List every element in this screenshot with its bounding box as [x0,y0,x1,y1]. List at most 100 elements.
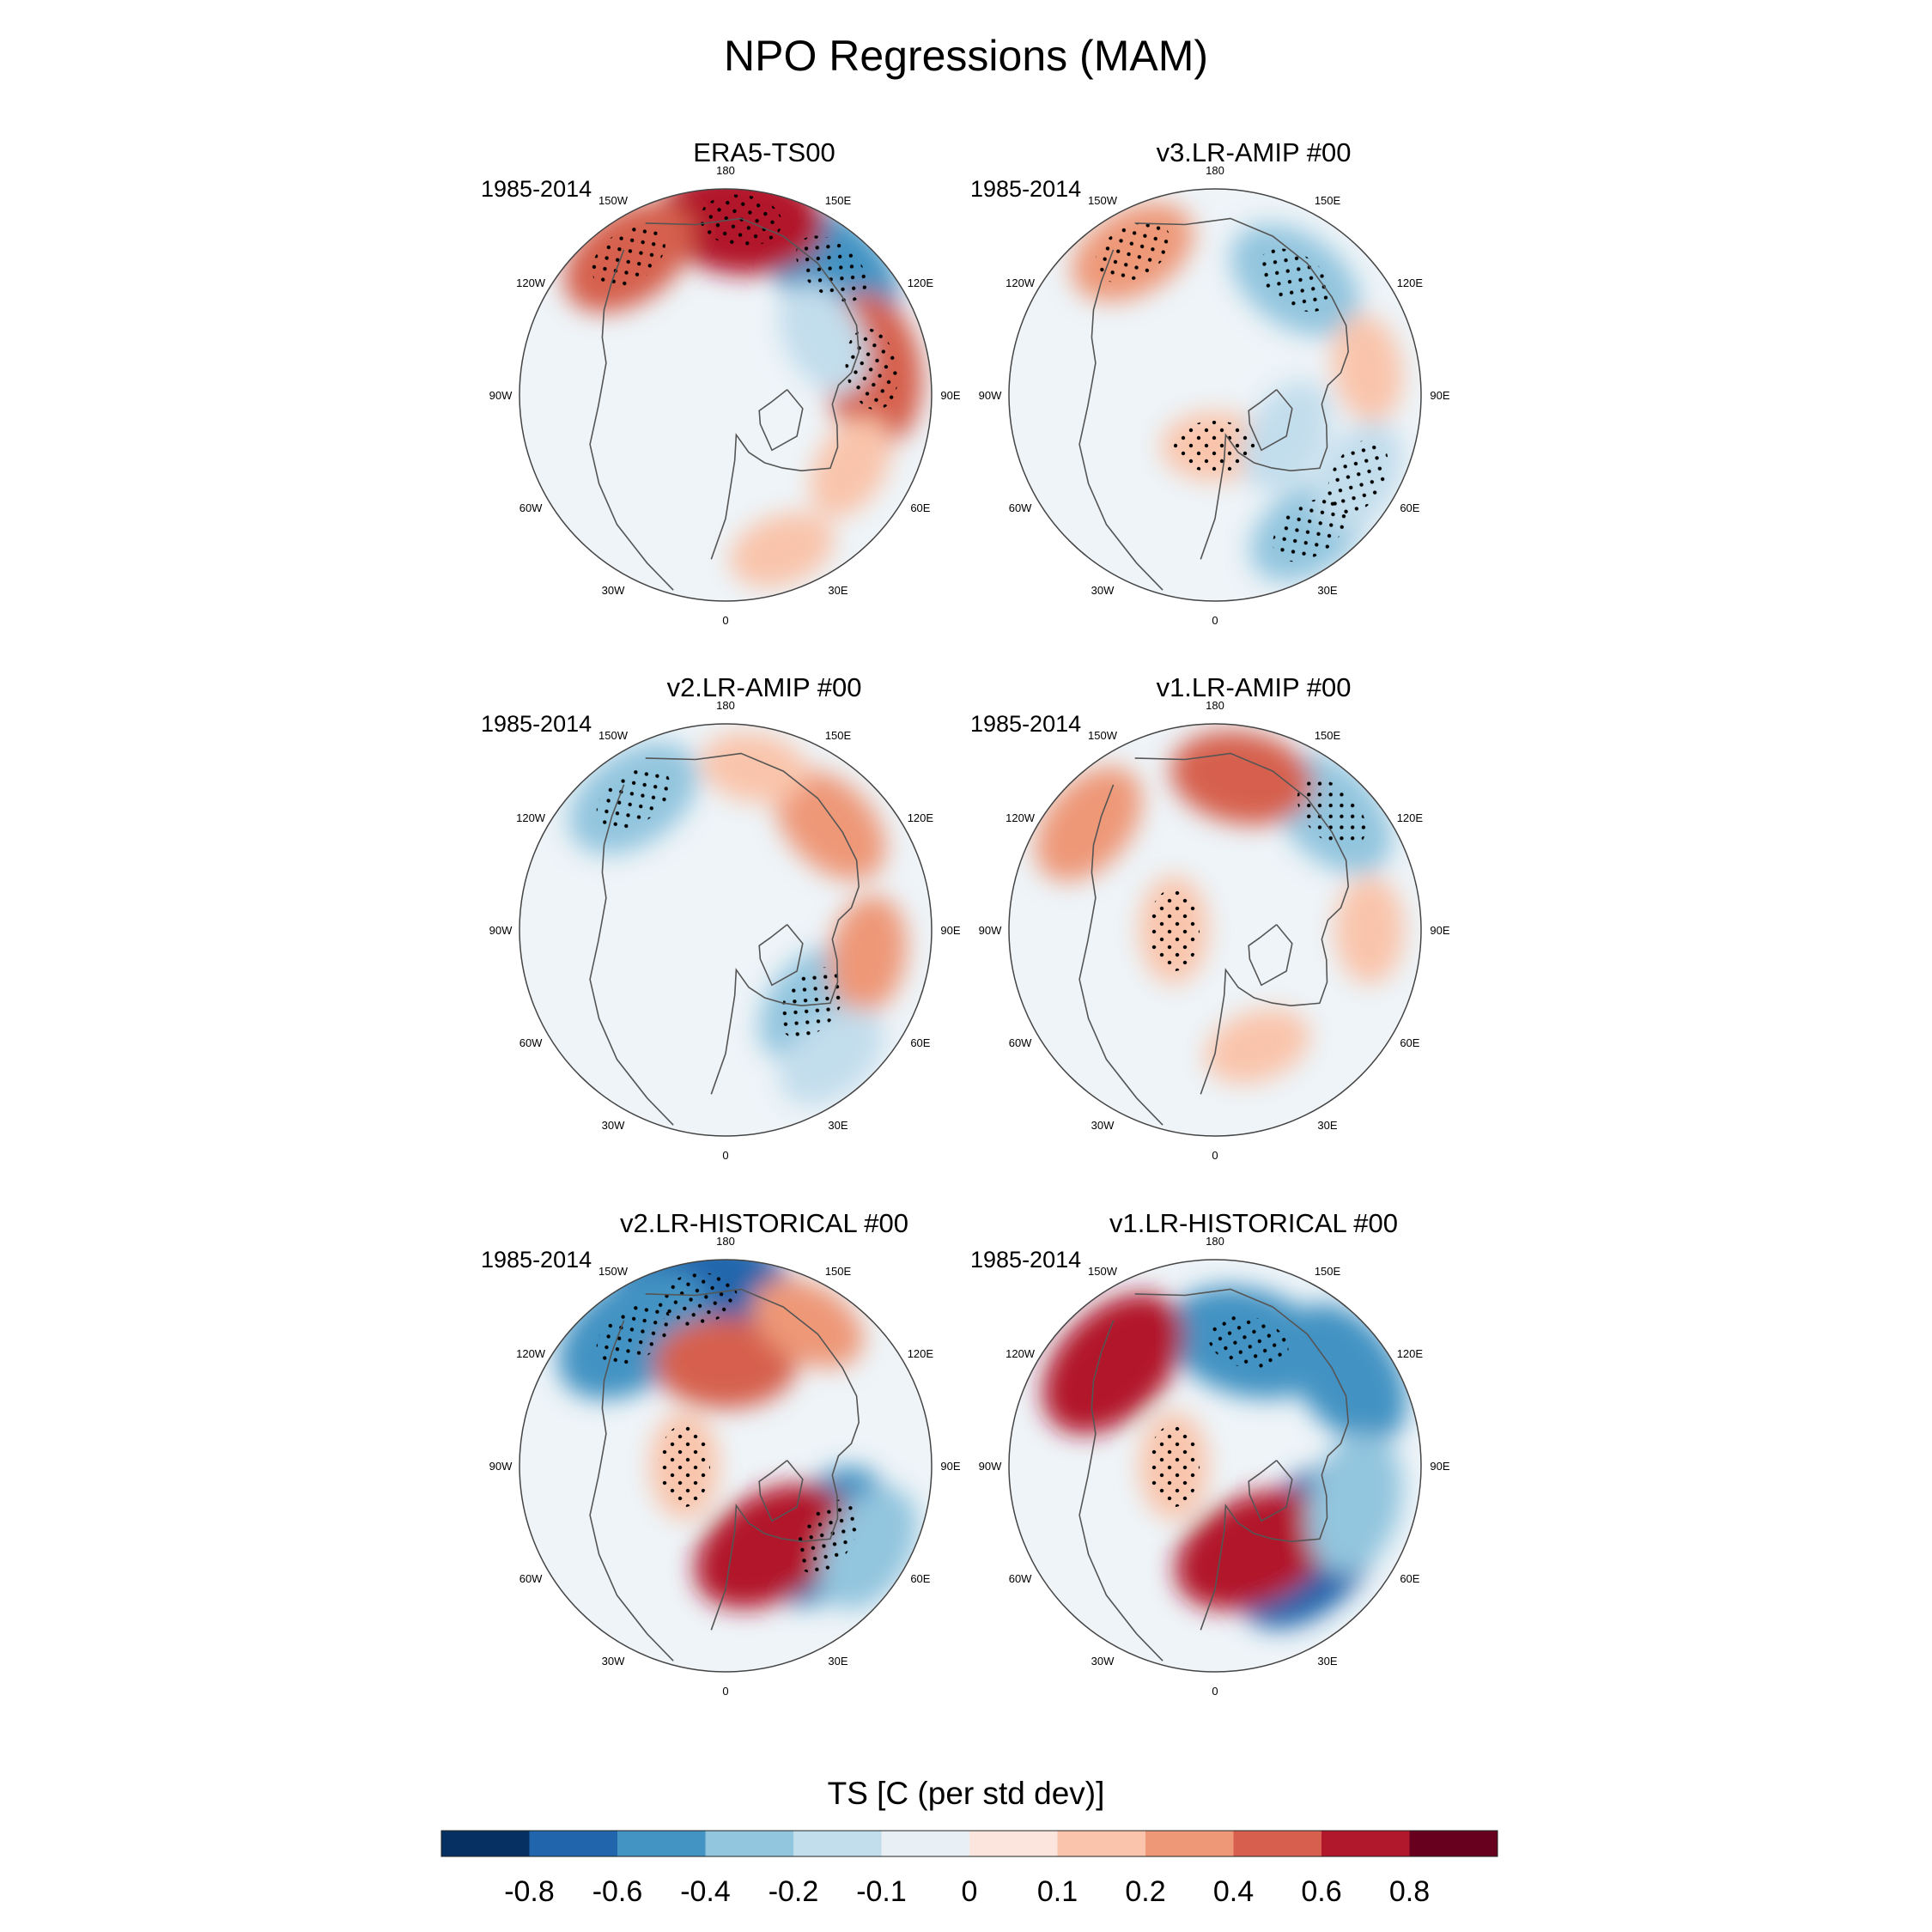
longitude-label: 60E [910,501,930,514]
significance-stipple [592,224,666,289]
longitude-label: 150W [1088,194,1118,207]
longitude-label: 60E [910,1036,930,1049]
longitude-label: 30E [1317,584,1337,597]
longitude-label: 30W [602,584,625,597]
significance-stipple [1174,421,1256,472]
longitude-label: 150E [825,1265,852,1278]
regression-region [1170,730,1314,825]
longitude-label: 180 [716,1235,735,1248]
significance-stipple [1148,889,1200,971]
coastline [1078,1320,1163,1662]
longitude-label: 90W [489,924,513,937]
longitude-label: 30W [602,1655,625,1668]
longitude-label: 150E [1315,194,1341,207]
regression-region [1205,1008,1310,1084]
panel-title: v2.LR-AMIP #00 [666,672,862,702]
longitude-label: 150E [825,729,852,742]
longitude-label: 120E [908,811,934,824]
colorbar-swatch [529,1831,618,1856]
coastline [1248,389,1293,452]
regression-region [810,416,891,518]
panel-period: 1985-2014 [970,711,1082,737]
polar-map: 180 150E 120E 90E 60E 30E 0 30W 60W 90W 120W 150W [979,164,1450,627]
regression-region [828,895,908,1015]
regression-region [1306,1432,1403,1574]
map-panel: v1.LR-HISTORICAL #00 1985-2014 180 150E 120E… [970,1208,1537,1698]
coastline [589,249,674,591]
significance-stipple [1258,248,1333,313]
significance-stipple [1148,1425,1200,1507]
coastline [1078,784,1163,1126]
coastline [758,389,804,452]
regression-region [653,1316,798,1409]
longitude-label: 60E [1400,1572,1419,1585]
longitude-label: 90E [1430,924,1449,937]
panel-period: 1985-2014 [481,176,592,202]
colorbar-swatch [705,1831,794,1856]
longitude-label: 150W [1088,1265,1118,1278]
colorbar-swatch [1409,1831,1498,1856]
polar-map: 180 150E 120E 90E 60E 30E 0 30W 60W 90W 120W 150W [489,699,961,1162]
longitude-label: 60W [1009,1572,1032,1585]
longitude-label: 90W [489,1460,513,1473]
colorbar-tick-label: -0.6 [592,1875,643,1908]
regression-region [1042,1293,1184,1435]
colorbar-tick-label: 0.8 [1389,1875,1430,1908]
regression-region [775,769,886,881]
longitude-label: 150E [1315,1265,1341,1278]
longitude-label: 30E [1317,1655,1337,1668]
regression-region [1175,1489,1334,1610]
longitude-label: 150E [825,194,852,207]
colorbar-swatch [1057,1831,1146,1856]
longitude-label: 120E [908,276,934,289]
colorbar-tick-label: 0.6 [1301,1875,1341,1908]
colorbar: -0.8 -0.6 -0.4 -0.2 -0.1 0 0.1 0.2 0.4 0.6 0.8 [440,1830,1498,1908]
map-border [519,1259,933,1673]
longitude-label: 150W [598,729,629,742]
regression-region [1035,766,1143,882]
map-panel: v3.LR-AMIP #00 1985-2014 180 150E 120E 90E 60E… [970,137,1537,627]
longitude-label: 120E [1397,1347,1424,1360]
longitude-label: 150W [1088,729,1118,742]
significance-stipple [1297,779,1366,848]
longitude-label: 0 [1212,1149,1218,1162]
longitude-label: 90E [940,1460,960,1473]
colorbar-tick-label: -0.4 [680,1875,731,1908]
colorbar-swatch [793,1831,882,1856]
longitude-label: 180 [1206,699,1224,712]
regression-region [1334,875,1405,985]
coastline [758,1460,804,1522]
colorbar-swatch [881,1831,970,1856]
map-border [1008,188,1422,602]
longitude-label: 60W [519,1572,543,1585]
panel-title: v1.LR-HISTORICAL #00 [1109,1208,1398,1238]
map-panel: ERA5-TS00 1985-2014 180 150E 120E 90E 60E 30E 0 3… [481,137,1048,627]
longitude-label: 150W [598,1265,629,1278]
colorbar-tick-label: 0.2 [1125,1875,1165,1908]
coastline [1134,1288,1350,1631]
longitude-label: 30E [828,1119,848,1132]
longitude-label: 180 [1206,164,1224,177]
coastline [645,752,860,1095]
map-panel: v1.LR-AMIP #00 1985-2014 180 150E 120E 90E 60E… [970,672,1537,1162]
regression-region [1331,314,1403,422]
coastline [1248,924,1293,987]
panel-title: ERA5-TS00 [693,137,835,167]
longitude-label: 90W [489,389,513,402]
panel-period: 1985-2014 [970,176,1082,202]
colorbar-swatch [1145,1831,1234,1856]
significance-stipple [1327,439,1388,516]
map-border [1008,1259,1422,1673]
longitude-label: 150W [598,194,629,207]
longitude-label: 120W [516,1347,546,1360]
panel-period: 1985-2014 [970,1247,1082,1273]
longitude-label: 0 [722,1685,728,1698]
panel-period: 1985-2014 [481,1247,592,1273]
longitude-label: 60E [1400,501,1419,514]
colorbar-tick-label: -0.2 [769,1875,819,1908]
longitude-label: 120W [1005,1347,1036,1360]
significance-stipple [596,766,671,830]
longitude-label: 120W [516,811,546,824]
figure-title: NPO Regressions (MAM) [724,32,1208,80]
longitude-label: 30W [1091,584,1115,597]
